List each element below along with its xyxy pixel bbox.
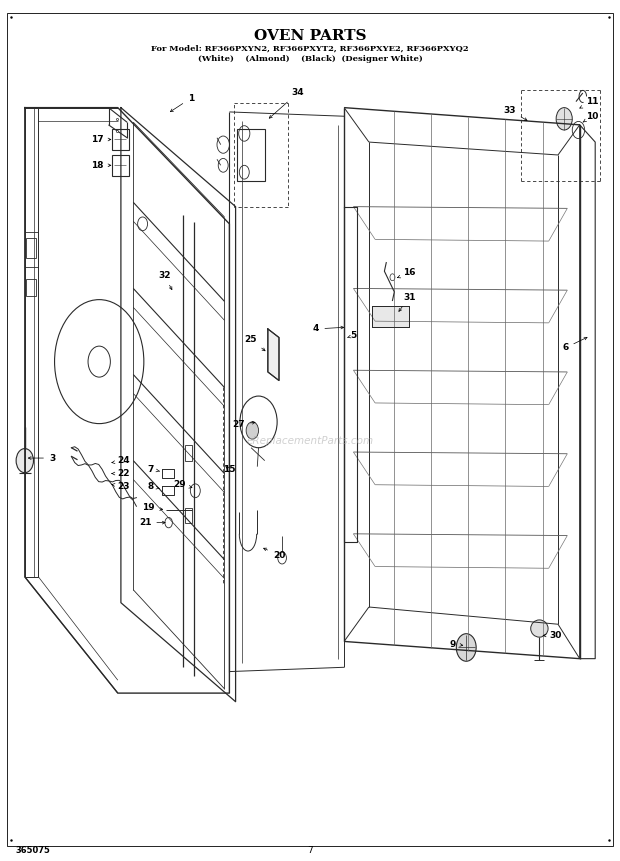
- Circle shape: [556, 108, 572, 130]
- Text: 3: 3: [29, 454, 55, 462]
- Text: 1: 1: [170, 94, 194, 112]
- Text: 5: 5: [347, 331, 356, 340]
- Text: 30: 30: [543, 631, 562, 640]
- Text: 7: 7: [148, 465, 159, 474]
- Bar: [26, 279, 36, 296]
- Text: (White)    (Almond)    (Black)  (Designer White): (White) (Almond) (Black) (Designer White…: [198, 55, 422, 64]
- Text: 10: 10: [583, 112, 598, 122]
- Text: 25: 25: [244, 335, 265, 350]
- Text: 20: 20: [264, 548, 285, 560]
- Text: 34: 34: [269, 89, 304, 118]
- Text: 27: 27: [232, 420, 255, 429]
- Text: 8: 8: [148, 482, 159, 491]
- Text: 19: 19: [143, 504, 162, 512]
- Text: 33: 33: [503, 106, 527, 121]
- Bar: [237, 129, 265, 181]
- Bar: [185, 508, 192, 523]
- Text: 6: 6: [562, 338, 587, 352]
- Bar: [185, 445, 192, 461]
- Text: OVEN PARTS: OVEN PARTS: [254, 29, 366, 43]
- Text: For Model: RF366PXYN2, RF366PXYT2, RF366PXYE2, RF366PXYQ2: For Model: RF366PXYN2, RF366PXYT2, RF366…: [151, 45, 469, 53]
- Circle shape: [456, 634, 476, 661]
- Text: 31: 31: [399, 293, 415, 312]
- Text: 23: 23: [112, 482, 130, 491]
- Text: 17: 17: [91, 135, 111, 144]
- Text: 24: 24: [112, 456, 130, 465]
- Ellipse shape: [531, 620, 548, 637]
- Bar: [112, 129, 129, 150]
- Text: 16: 16: [397, 269, 415, 278]
- Circle shape: [246, 422, 259, 439]
- Text: 7: 7: [307, 846, 313, 855]
- Polygon shape: [268, 329, 279, 381]
- Circle shape: [16, 449, 33, 473]
- Text: 32: 32: [158, 271, 172, 289]
- Text: 9: 9: [450, 640, 463, 648]
- Text: 11: 11: [580, 97, 598, 108]
- Text: 18: 18: [91, 161, 111, 170]
- Polygon shape: [372, 306, 409, 327]
- Text: 4: 4: [313, 325, 343, 333]
- Bar: [26, 238, 36, 258]
- Text: 21: 21: [139, 518, 165, 527]
- Text: 365075: 365075: [16, 846, 50, 855]
- Text: 22: 22: [112, 469, 130, 478]
- Text: 29: 29: [174, 480, 192, 489]
- Text: eReplacementParts.com: eReplacementParts.com: [246, 436, 374, 446]
- Text: 15: 15: [223, 465, 236, 474]
- Bar: [112, 155, 129, 176]
